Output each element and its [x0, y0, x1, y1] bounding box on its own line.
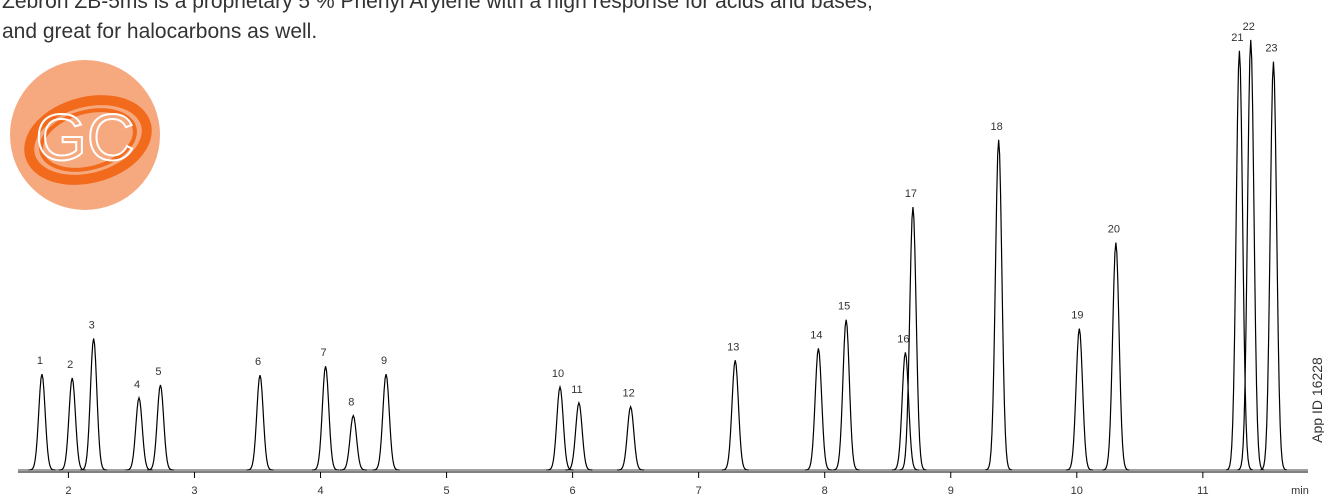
peak-label: 10 — [552, 368, 564, 380]
peak-label: 6 — [255, 356, 261, 368]
peak — [125, 395, 153, 471]
peak-label: 18 — [991, 121, 1003, 133]
peak — [617, 404, 645, 471]
peak-label: 20 — [1108, 224, 1120, 236]
peak-label: 13 — [727, 341, 739, 353]
logo: GC — [10, 60, 160, 210]
x-tick-label: 5 — [444, 485, 450, 497]
x-tick-label: 10 — [1071, 485, 1083, 497]
peak-label: 7 — [320, 347, 326, 359]
logo-coil — [39, 108, 137, 172]
peak-label: 23 — [1265, 43, 1277, 55]
peak — [899, 206, 927, 471]
peak-label: 4 — [134, 379, 140, 391]
peak-label: 12 — [622, 388, 634, 400]
peak — [985, 139, 1013, 471]
peak — [146, 384, 174, 471]
x-tick-label: 3 — [191, 485, 197, 497]
peak — [891, 352, 919, 471]
peak — [372, 373, 400, 471]
peak-label: 9 — [381, 355, 387, 367]
peak — [1259, 61, 1287, 471]
description-line: Zebron ZB-5ms is a proprietary 5 % Pheny… — [2, 0, 873, 13]
peak — [565, 400, 593, 471]
peak-label: 5 — [155, 366, 161, 378]
peak — [28, 373, 56, 471]
peak — [546, 384, 574, 471]
x-tick-label: 4 — [317, 485, 323, 497]
peak — [832, 319, 860, 471]
peak — [80, 338, 108, 471]
x-tick-label: 8 — [822, 485, 828, 497]
logo-text: GC — [36, 100, 135, 174]
peak-label: 11 — [571, 384, 582, 396]
peak — [58, 377, 86, 471]
peak-label: 14 — [810, 329, 822, 341]
peak-label: 17 — [905, 188, 917, 200]
peak — [1065, 328, 1093, 471]
peak — [1225, 50, 1253, 471]
x-tick-label: 6 — [570, 485, 576, 497]
peak — [312, 366, 340, 471]
x-tick-label: 7 — [696, 485, 702, 497]
peak — [721, 360, 749, 471]
x-tick-label: 11 — [1197, 485, 1208, 497]
peak-label: 21 — [1231, 32, 1243, 44]
side-label: App ID 16228 — [1309, 357, 1324, 443]
peak-label: 2 — [67, 359, 73, 371]
peak — [1102, 242, 1130, 471]
peak — [804, 348, 832, 471]
peak — [339, 414, 367, 471]
x-axis-label: min — [1291, 485, 1309, 497]
description-line: and great for halocarbons as well. — [2, 20, 317, 43]
x-tick-label: 9 — [948, 485, 954, 497]
x-tick-label: 2 — [65, 485, 71, 497]
peak — [1237, 39, 1265, 471]
logo-coil — [24, 95, 152, 185]
peak-label: 16 — [897, 333, 909, 345]
peak — [246, 374, 274, 471]
peak-label: 19 — [1071, 310, 1083, 322]
peak-label: 15 — [838, 301, 850, 313]
peak-label: 3 — [89, 320, 95, 332]
peak-label: 8 — [348, 397, 354, 409]
peak-label: 1 — [37, 355, 43, 367]
peak-label: 22 — [1243, 21, 1255, 33]
